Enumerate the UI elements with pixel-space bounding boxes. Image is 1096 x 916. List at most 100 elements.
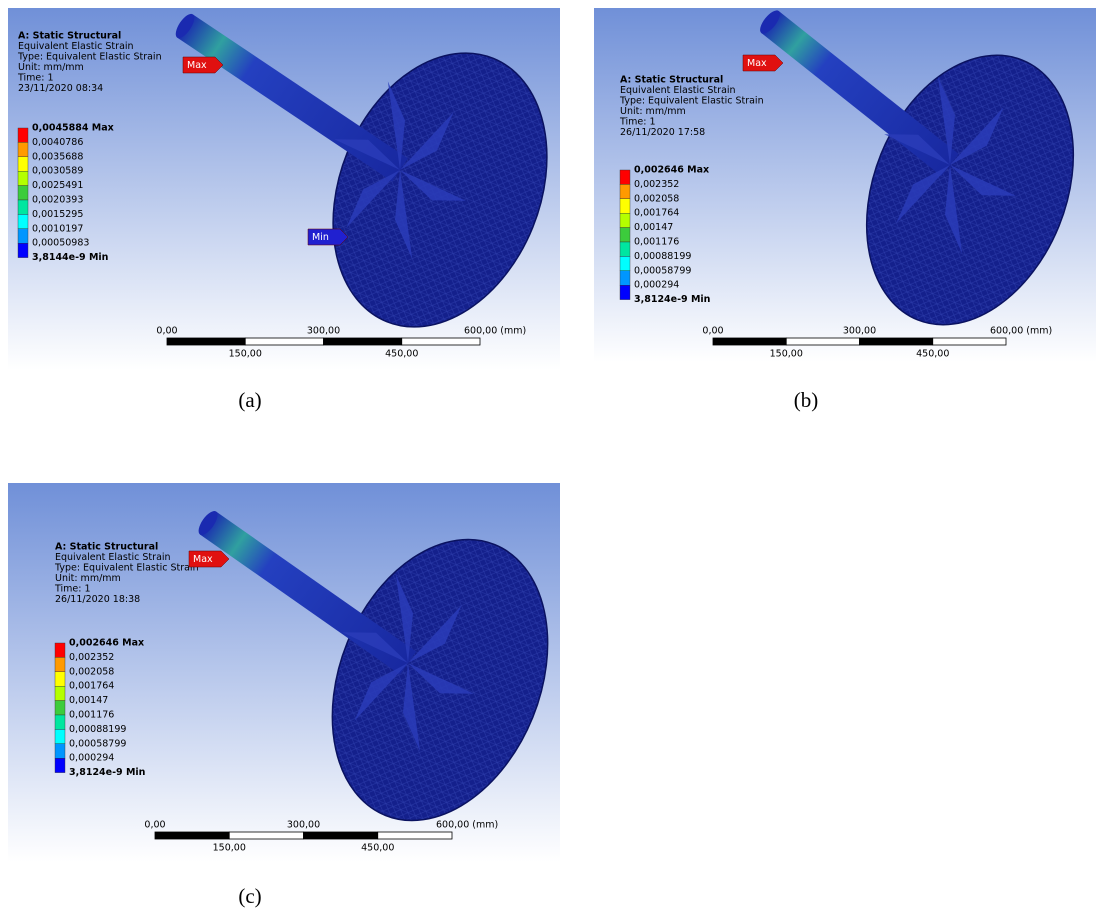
scale-segment (229, 832, 303, 839)
legend-swatch (620, 271, 630, 285)
scale-segment (786, 338, 859, 345)
result-title: A: Static Structural (55, 542, 158, 553)
result-info: Equivalent Elastic Strain (620, 85, 736, 96)
legend-label: 0,00147 (69, 695, 108, 706)
result-info: Type: Equivalent Elastic Strain (54, 563, 199, 574)
legend-swatch (620, 242, 630, 256)
legend-label: 0,00088199 (634, 251, 691, 262)
legend-label: 0,00050983 (32, 238, 89, 249)
legend-label: 3,8144e-9 Min (32, 252, 109, 263)
legend-swatch (55, 729, 65, 743)
result-info: Equivalent Elastic Strain (55, 552, 171, 563)
probe-label: Max (187, 60, 207, 71)
legend-swatch (620, 285, 630, 299)
result-info: Unit: mm/mm (55, 573, 121, 584)
result-info: Time: 1 (17, 73, 54, 84)
scale-label: 600,00 (mm) (436, 820, 498, 831)
result-title: A: Static Structural (18, 31, 121, 42)
legend-swatch (620, 228, 630, 242)
scale-label: 0,00 (144, 820, 165, 831)
legend-label: 0,0015295 (32, 209, 83, 220)
legend-label: 0,001176 (69, 710, 114, 721)
legend-label: 0,002058 (69, 666, 114, 677)
legend-label: 0,002352 (69, 652, 114, 663)
legend-label: 0,0040786 (32, 137, 83, 148)
scale-segment (933, 338, 1006, 345)
scale-segment (155, 832, 229, 839)
result-info: 26/11/2020 18:38 (55, 594, 140, 605)
legend-label: 3,8124e-9 Min (634, 294, 711, 305)
legend-swatch (620, 213, 630, 227)
legend-swatch (55, 715, 65, 729)
scale-label: 600,00 (mm) (990, 326, 1052, 337)
legend-swatch (18, 200, 28, 214)
result-info: Type: Equivalent Elastic Strain (17, 52, 162, 63)
legend-swatch (55, 657, 65, 671)
legend-swatch (55, 758, 65, 772)
legend-label: 0,0020393 (32, 195, 83, 206)
legend-swatch (18, 214, 28, 228)
result-info: Unit: mm/mm (620, 106, 686, 117)
legend-swatch (18, 128, 28, 142)
legend-label: 0,00058799 (69, 738, 126, 749)
result-info: Time: 1 (619, 117, 656, 128)
legend-swatch (620, 184, 630, 198)
legend-swatch (18, 243, 28, 257)
figure: A: Static StructuralEquivalent Elastic S… (0, 0, 1096, 916)
legend-swatch (18, 171, 28, 185)
legend-label: 0,002058 (634, 193, 679, 204)
legend-swatch (620, 170, 630, 184)
legend-label: 0,002352 (634, 179, 679, 190)
scale-label: 300,00 (843, 326, 876, 337)
scale-label: 150,00 (213, 843, 246, 854)
result-info: 26/11/2020 17:58 (620, 127, 705, 138)
scale-label: 150,00 (229, 349, 262, 360)
legend-label: 0,0030589 (32, 166, 83, 177)
legend-label: 0,001764 (634, 208, 679, 219)
legend-swatch (620, 256, 630, 270)
scale-label: 600,00 (mm) (464, 326, 526, 337)
scale-label: 450,00 (916, 349, 949, 360)
legend-swatch (55, 744, 65, 758)
scale-segment (713, 338, 786, 345)
legend-label: 0,002646 Max (634, 165, 709, 176)
legend-swatch (18, 157, 28, 171)
scale-label: 450,00 (385, 349, 418, 360)
scale-label: 300,00 (307, 326, 340, 337)
panel-caption: (c) (238, 884, 261, 909)
result-info: Time: 1 (54, 584, 91, 595)
probe-label: Max (747, 58, 767, 69)
legend-swatch (18, 142, 28, 156)
legend-label: 3,8124e-9 Min (69, 767, 146, 778)
legend-label: 0,00088199 (69, 724, 126, 735)
legend-swatch (18, 186, 28, 200)
result-title: A: Static Structural (620, 75, 723, 86)
scale-label: 150,00 (770, 349, 803, 360)
legend-swatch (620, 199, 630, 213)
legend-label: 0,000294 (69, 753, 114, 764)
legend-label: 0,0045884 Max (32, 123, 114, 134)
scale-label: 300,00 (287, 820, 320, 831)
legend-label: 0,000294 (634, 280, 679, 291)
scale-segment (324, 338, 402, 345)
result-info: Type: Equivalent Elastic Strain (619, 96, 764, 107)
legend-label: 0,00058799 (634, 265, 691, 276)
result-info: Equivalent Elastic Strain (18, 41, 134, 52)
legend-label: 0,001764 (69, 681, 114, 692)
scale-segment (167, 338, 245, 345)
scale-label: 0,00 (702, 326, 723, 337)
probe-label: Max (193, 554, 213, 565)
legend-label: 0,0025491 (32, 180, 83, 191)
panel-caption: (a) (238, 388, 261, 413)
legend-label: 0,0035688 (32, 151, 83, 162)
scale-segment (860, 338, 933, 345)
result-info: 23/11/2020 08:34 (18, 83, 103, 94)
legend-label: 0,0010197 (32, 223, 83, 234)
scale-segment (245, 338, 323, 345)
scale-label: 450,00 (361, 843, 394, 854)
scale-segment (304, 832, 378, 839)
panel-caption: (b) (794, 388, 819, 413)
legend-swatch (55, 672, 65, 686)
